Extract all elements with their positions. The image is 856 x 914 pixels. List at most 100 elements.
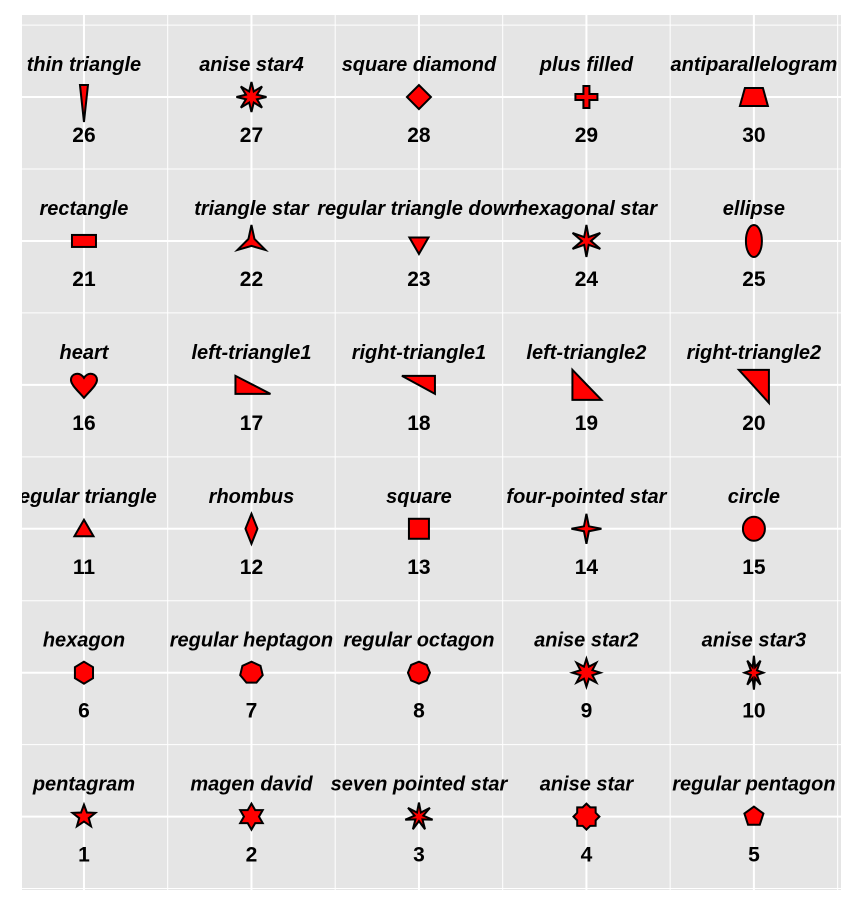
point-marker: [407, 236, 431, 256]
point-number: 24: [575, 268, 599, 291]
point-label: pentagram: [32, 774, 135, 796]
point-label: regular heptagon: [170, 630, 333, 652]
point-group: anise star3 10: [702, 630, 807, 723]
point-label: hexagon: [43, 630, 125, 652]
point-number: 12: [240, 556, 263, 579]
point-label: seven pointed star: [331, 774, 509, 796]
point-label: hexagonal star: [516, 198, 658, 220]
point-marker: [741, 515, 766, 542]
point-label: ellipse: [723, 198, 785, 220]
point-number: 5: [748, 844, 760, 867]
point-label: regular triangle: [11, 486, 157, 508]
point-group: triangle star 22: [194, 198, 310, 291]
point-group: anise star 4: [540, 774, 635, 867]
point-number: 6: [78, 700, 90, 723]
point-label: magen david: [190, 774, 313, 796]
point-number: 19: [575, 412, 598, 435]
point-marker: [407, 517, 430, 540]
point-number: 17: [240, 412, 263, 435]
point-number: 1: [78, 844, 90, 867]
point-marker: [244, 511, 259, 547]
point-group: square diamond 28: [342, 54, 497, 147]
point-label: rectangle: [40, 198, 129, 220]
point-number: 9: [581, 700, 593, 723]
point-marker: [70, 233, 97, 248]
point-number: 27: [240, 124, 263, 147]
grid-lines: [22, 15, 841, 890]
point-group: seven pointed star 3: [331, 774, 509, 867]
point-marker: [234, 224, 269, 252]
point-group: anise star4 27: [199, 54, 304, 147]
point-group: anise star2 9: [534, 630, 639, 723]
point-marker: [572, 802, 601, 832]
point-number: 7: [246, 700, 258, 723]
point-label: anise star3: [702, 630, 807, 652]
point-group: circle 15: [728, 486, 780, 579]
point-label: circle: [728, 486, 780, 508]
point-number: 30: [742, 124, 765, 147]
point-marker: [405, 83, 433, 111]
point-label: square diamond: [342, 54, 497, 76]
point-label: anise star: [540, 774, 635, 796]
point-group: right-triangle2 20: [687, 342, 821, 435]
point-group: antiparallelogram 30: [671, 54, 838, 147]
point-label: triangle star: [194, 198, 310, 220]
point-marker: [238, 801, 265, 832]
point-label: plus filled: [539, 54, 634, 76]
point-number: 16: [72, 412, 95, 435]
point-number: 11: [73, 556, 96, 579]
point-label: regular octagon: [343, 630, 494, 652]
point-marker: [73, 660, 95, 685]
point-label: left-triangle1: [191, 342, 311, 364]
point-marker: [69, 801, 99, 829]
point-group: hexagon 6: [43, 630, 125, 723]
point-group: pentagram 1: [32, 774, 135, 867]
point-group: regular pentagon 5: [672, 774, 835, 867]
plot-panel: [22, 15, 841, 890]
point-label: thin triangle: [27, 54, 141, 76]
point-label: regular pentagon: [672, 774, 835, 796]
point-marker: [239, 660, 264, 684]
point-group: square 13: [386, 486, 452, 579]
points: pentagram 1 magen david 2 seven pointed star…: [11, 54, 838, 867]
point-group: left-triangle2 19: [526, 342, 646, 435]
point-number: 15: [742, 556, 766, 579]
point-marker: [569, 655, 604, 691]
point-group: left-triangle1 17: [191, 342, 311, 435]
point-label: right-triangle2: [687, 342, 821, 364]
point-label: regular triangle down: [317, 198, 520, 220]
point-marker: [571, 513, 602, 544]
point-number: 29: [575, 124, 598, 147]
point-group: hexagonal star 24: [516, 198, 658, 291]
point-marker: [743, 805, 765, 826]
point-marker: [406, 660, 432, 685]
point-marker: [571, 224, 601, 258]
point-number: 14: [575, 556, 599, 579]
point-group: regular triangle 11: [11, 486, 157, 579]
point-label: square: [386, 486, 452, 508]
point-marker: [574, 85, 599, 110]
point-number: 10: [742, 700, 765, 723]
point-number: 28: [407, 124, 431, 147]
point-group: rectangle 21: [40, 198, 129, 291]
point-group: four-pointed star 14: [506, 486, 667, 579]
point-label: anise star4: [199, 54, 304, 76]
point-marker: [236, 81, 267, 113]
point-marker: [404, 802, 433, 830]
point-label: left-triangle2: [526, 342, 646, 364]
point-group: thin triangle 26: [27, 54, 141, 147]
point-number: 18: [407, 412, 431, 435]
point-number: 22: [240, 268, 263, 291]
point-number: 25: [742, 268, 766, 291]
point-marker: [741, 655, 767, 690]
point-label: antiparallelogram: [671, 54, 838, 76]
point-marker: [78, 84, 90, 123]
point-group: rhombus 12: [209, 486, 295, 579]
point-number: 20: [742, 412, 765, 435]
point-marker: [72, 517, 96, 538]
point-marker: [69, 372, 98, 400]
point-number: 21: [72, 268, 96, 291]
point-number: 4: [581, 844, 593, 867]
point-marker: [234, 374, 271, 395]
